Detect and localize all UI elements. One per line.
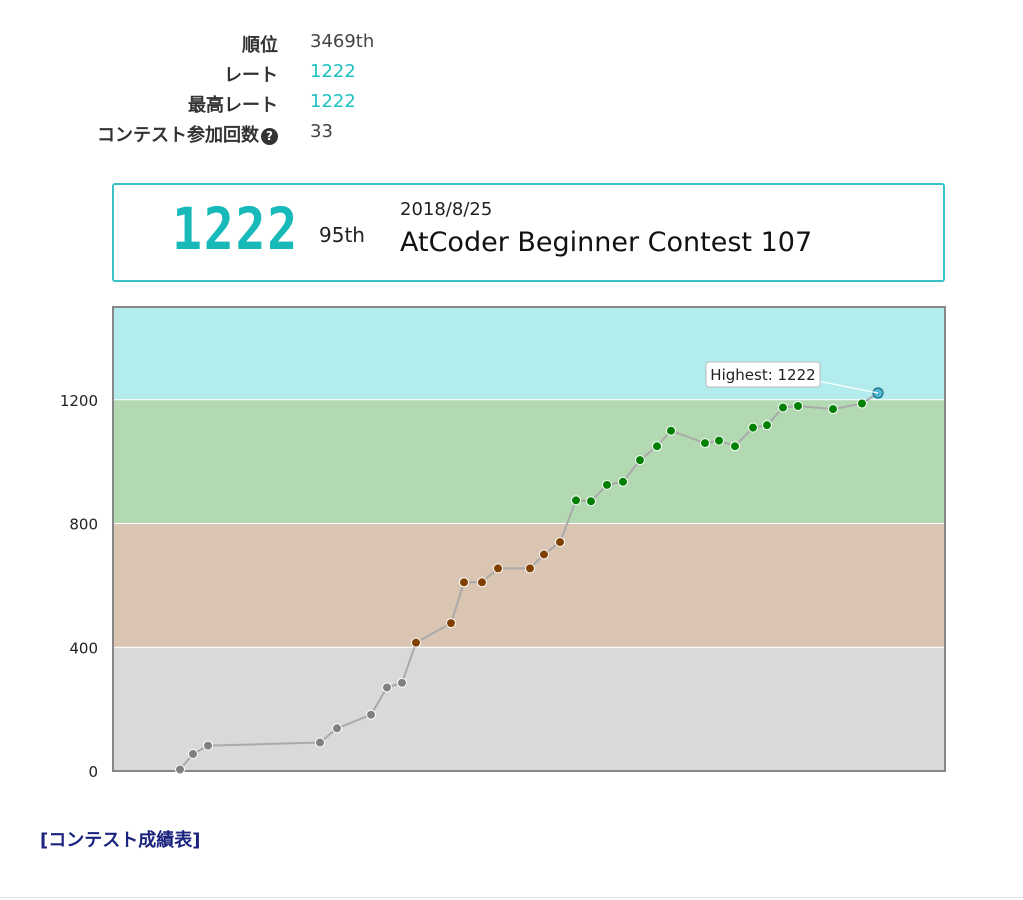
rating-data-point — [714, 435, 724, 446]
rating-data-point — [459, 577, 469, 588]
contest-place: 95th — [319, 223, 365, 247]
stat-value: 1222 — [310, 91, 356, 112]
annotation-connector — [817, 380, 879, 394]
annotation-box — [705, 361, 821, 388]
rating-data-point — [315, 737, 325, 748]
stat-label: 順位 — [0, 31, 278, 57]
rating-data-point — [748, 422, 758, 433]
rating-data-point — [793, 400, 803, 411]
rating-history-chart: 0 400 800 1200 Highest: 1222 — [60, 306, 946, 781]
rating-data-point — [828, 404, 838, 415]
question-circle-icon[interactable]: ? — [261, 128, 278, 145]
y-tick-label: 800 — [69, 516, 98, 534]
rating-data-point — [493, 563, 503, 574]
contest-name: AtCoder Beginner Contest 107 — [400, 227, 813, 258]
stat-value: 3469th — [310, 31, 375, 52]
stat-label-text: レート — [224, 65, 278, 86]
rating-data-point — [571, 495, 581, 506]
rating-data-point — [203, 740, 213, 751]
rating-data-point — [635, 455, 645, 466]
rating-data-point — [730, 441, 740, 452]
rating-data-point — [666, 425, 676, 436]
plot-border — [112, 306, 946, 772]
y-tick-label: 400 — [69, 639, 98, 657]
rating-data-point — [397, 677, 407, 688]
rating-data-point — [539, 549, 549, 560]
divider — [0, 897, 1023, 898]
rating-data-point — [700, 438, 710, 449]
contest-history-link[interactable]: [コンテスト成績表] — [40, 830, 201, 851]
rating-data-point — [652, 441, 662, 452]
rating-band-1 — [113, 523, 945, 648]
rating-data-point — [382, 682, 392, 693]
rating-data-point — [366, 709, 376, 720]
rating-band-3 — [113, 307, 945, 400]
stat-label-text: 最高レート — [188, 95, 278, 116]
rating-data-point — [446, 618, 456, 629]
rating-data-point — [778, 402, 788, 413]
rating-band-0 — [113, 647, 945, 771]
rating-data-point — [477, 577, 487, 588]
rating-data-point — [525, 563, 535, 574]
current-rating: 1222 — [172, 195, 300, 263]
rating-data-point — [586, 496, 596, 507]
contest-date: 2018/8/25 — [400, 199, 493, 220]
y-tick-label: 1200 — [60, 392, 98, 410]
stat-label: 最高レート — [0, 91, 278, 117]
rating-data-point — [618, 476, 628, 487]
rating-status-box: 1222 95th 2018/8/25 AtCoder Beginner Con… — [112, 183, 945, 282]
rating-data-point — [602, 479, 612, 490]
rating-data-point — [762, 420, 772, 431]
stat-value: 33 — [310, 121, 333, 142]
rating-data-point — [188, 748, 198, 759]
stat-label-text: コンテスト参加回数 — [97, 125, 259, 146]
highest-annotation-label: Highest: 1222 — [710, 366, 815, 384]
y-tick-label: 0 — [88, 763, 98, 781]
stat-label-text: 順位 — [242, 35, 278, 56]
rating-band-2 — [113, 399, 945, 524]
rating-data-point — [332, 723, 342, 734]
stat-value: 1222 — [310, 61, 356, 82]
stat-label: レート — [0, 61, 278, 87]
rating-data-point — [555, 537, 565, 548]
rating-data-point — [175, 764, 185, 775]
stat-label: コンテスト参加回数? — [0, 121, 278, 147]
rating-data-point — [857, 398, 867, 409]
rating-data-point — [411, 637, 421, 648]
